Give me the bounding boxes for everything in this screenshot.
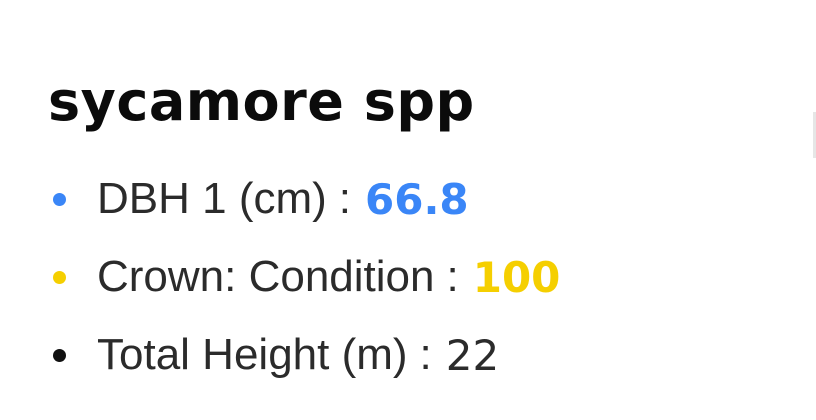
tree-species-title: sycamore spp [48, 70, 475, 133]
attribute-label: Total Height (m) [97, 330, 408, 379]
attribute-separator: : [338, 174, 352, 223]
attribute-value: 22 [445, 330, 500, 380]
attribute-separator: : [419, 330, 432, 379]
attribute-row-crown-condition: Crown: Condition : 100 [48, 238, 788, 316]
attribute-label: Crown: Condition [97, 252, 435, 301]
edge-divider [813, 112, 816, 158]
attribute-list: DBH 1 (cm) : 66.8 Crown: Condition : 100… [48, 160, 788, 394]
bullet-dot-icon [53, 348, 66, 362]
bullet-dot-icon [53, 192, 66, 206]
attribute-value: 100 [472, 252, 561, 302]
attribute-value: 66.8 [365, 174, 469, 224]
attribute-separator: : [446, 252, 459, 301]
attribute-row-dbh: DBH 1 (cm) : 66.8 [48, 160, 788, 238]
attribute-label: DBH 1 (cm) [97, 174, 327, 223]
bullet-dot-icon [53, 270, 66, 284]
attribute-row-total-height: Total Height (m) : 22 [48, 316, 788, 394]
